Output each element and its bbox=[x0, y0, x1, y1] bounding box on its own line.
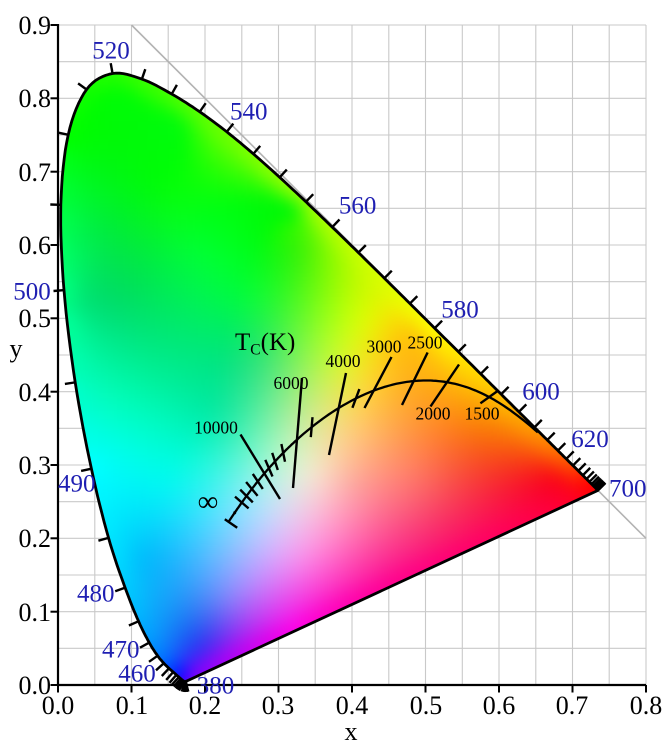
svg-text:3000: 3000 bbox=[367, 337, 402, 357]
svg-text:0.6: 0.6 bbox=[19, 231, 52, 260]
svg-text:500: 500 bbox=[13, 279, 51, 306]
svg-text:0.1: 0.1 bbox=[19, 598, 52, 627]
svg-text:380: 380 bbox=[197, 673, 235, 700]
svg-text:620: 620 bbox=[571, 426, 609, 453]
svg-text:0.0: 0.0 bbox=[42, 691, 75, 720]
svg-text:1500: 1500 bbox=[465, 404, 500, 424]
svg-text:TC(K): TC(K) bbox=[235, 329, 295, 359]
svg-text:2000: 2000 bbox=[416, 404, 451, 424]
svg-text:560: 560 bbox=[339, 193, 377, 220]
svg-text:0.5: 0.5 bbox=[19, 304, 52, 333]
svg-text:y: y bbox=[10, 334, 23, 363]
svg-text:0.2: 0.2 bbox=[189, 691, 222, 720]
svg-text:460: 460 bbox=[118, 661, 156, 688]
svg-text:520: 520 bbox=[92, 38, 130, 65]
svg-text:700: 700 bbox=[609, 476, 647, 503]
svg-text:0.7: 0.7 bbox=[556, 691, 589, 720]
svg-text:470: 470 bbox=[102, 636, 140, 663]
svg-text:0.0: 0.0 bbox=[19, 671, 52, 700]
svg-text:580: 580 bbox=[441, 297, 479, 324]
svg-text:0.1: 0.1 bbox=[116, 691, 149, 720]
svg-text:0.6: 0.6 bbox=[483, 691, 516, 720]
svg-text:0.3: 0.3 bbox=[19, 451, 52, 480]
svg-text:600: 600 bbox=[522, 379, 560, 406]
svg-text:0.3: 0.3 bbox=[262, 691, 295, 720]
svg-text:540: 540 bbox=[230, 98, 268, 125]
svg-text:x: x bbox=[345, 717, 358, 746]
svg-text:2500: 2500 bbox=[408, 333, 443, 353]
svg-text:0.4: 0.4 bbox=[19, 378, 52, 407]
svg-text:0.2: 0.2 bbox=[19, 524, 52, 553]
svg-text:6000: 6000 bbox=[274, 373, 309, 393]
svg-text:0.9: 0.9 bbox=[19, 11, 52, 40]
svg-text:0.5: 0.5 bbox=[410, 691, 443, 720]
svg-text:4000: 4000 bbox=[326, 351, 361, 371]
svg-text:10000: 10000 bbox=[194, 418, 238, 438]
svg-text:0.8: 0.8 bbox=[630, 691, 663, 720]
svg-text:0.4: 0.4 bbox=[336, 691, 369, 720]
svg-text:∞: ∞ bbox=[198, 486, 219, 518]
svg-text:480: 480 bbox=[77, 580, 115, 607]
svg-text:0.7: 0.7 bbox=[19, 158, 52, 187]
svg-text:0.8: 0.8 bbox=[19, 84, 52, 113]
svg-text:490: 490 bbox=[58, 471, 96, 498]
